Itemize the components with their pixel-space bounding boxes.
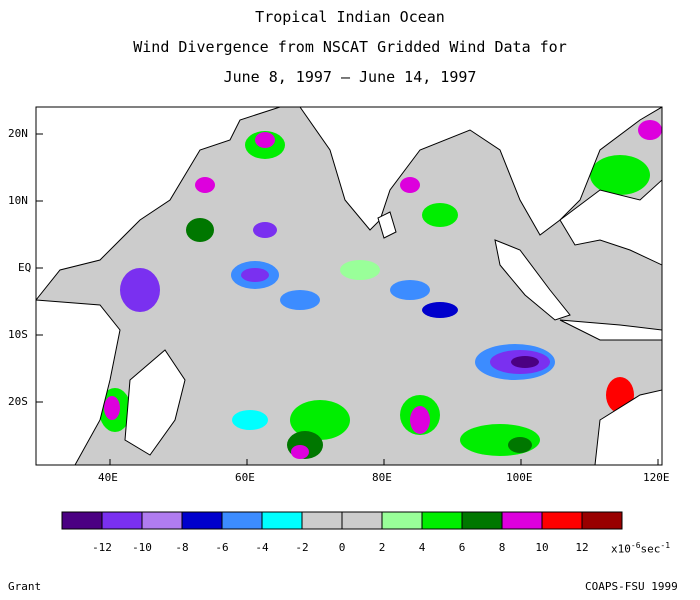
colorbar-swatch: [581, 511, 623, 530]
colorbar-tick-label: 8: [498, 541, 506, 554]
colorbar-tick-label: 4: [418, 541, 426, 554]
lon-label-80e: 80E: [372, 471, 392, 484]
unit-mid: sec: [640, 542, 661, 556]
colorbar-tick-label: 10: [535, 541, 549, 554]
title-line-1: Tropical Indian Ocean: [255, 8, 445, 26]
unit-exp: -6: [630, 541, 641, 550]
plot-frame: [35, 106, 663, 466]
lon-label-60e: 60E: [235, 471, 255, 484]
colorbar-tick-label: 0: [338, 541, 346, 554]
colorbar-swatch: [61, 511, 103, 530]
colorbar-swatch: [501, 511, 543, 530]
credit-org: COAPS-FSU 1999: [585, 580, 678, 593]
colorbar-swatch: [341, 511, 383, 530]
title-line-2: Wind Divergence from NSCAT Gridded Wind …: [133, 38, 567, 56]
unit-exp2: -1: [660, 541, 671, 550]
colorbar-swatch: [541, 511, 583, 530]
colorbar: [61, 511, 623, 530]
colorbar-tick-label: -12: [92, 541, 112, 554]
colorbar-tick-label: 6: [458, 541, 466, 554]
colorbar-swatch: [381, 511, 423, 530]
colorbar-tick-label: 12: [575, 541, 589, 554]
colorbar-tick-label: -6: [215, 541, 229, 554]
colorbar-swatch: [461, 511, 503, 530]
lat-label-20s: 20S: [8, 395, 28, 408]
colorbar-swatch: [141, 511, 183, 530]
credit-author: Grant: [8, 580, 42, 593]
colorbar-swatch: [301, 511, 343, 530]
colorbar-unit: x10-6sec-1: [611, 541, 670, 556]
lat-label-20n: 20N: [8, 127, 28, 140]
colorbar-tick-label: -2: [295, 541, 309, 554]
colorbar-tick-label: -4: [255, 541, 269, 554]
colorbar-swatch: [221, 511, 263, 530]
lon-label-120e: 120E: [643, 471, 670, 484]
colorbar-tick-label: 2: [378, 541, 386, 554]
colorbar-swatch: [181, 511, 223, 530]
lat-tick-marks: [36, 133, 43, 403]
lat-label-eq: EQ: [18, 261, 32, 274]
lon-label-40e: 40E: [98, 471, 118, 484]
lat-label-10n: 10N: [8, 194, 28, 207]
colorbar-swatch: [261, 511, 303, 530]
land-masses: [36, 107, 662, 465]
unit-prefix: x10: [611, 542, 631, 556]
colorbar-tick-label: -10: [132, 541, 152, 554]
colorbar-swatch: [421, 511, 463, 530]
lat-label-10s: 10S: [8, 328, 28, 341]
lon-tick-marks: [109, 459, 659, 465]
colorbar-swatch: [101, 511, 143, 530]
colorbar-tick-label: -8: [175, 541, 189, 554]
title-line-3: June 8, 1997 – June 14, 1997: [223, 68, 477, 86]
lon-label-100e: 100E: [506, 471, 533, 484]
